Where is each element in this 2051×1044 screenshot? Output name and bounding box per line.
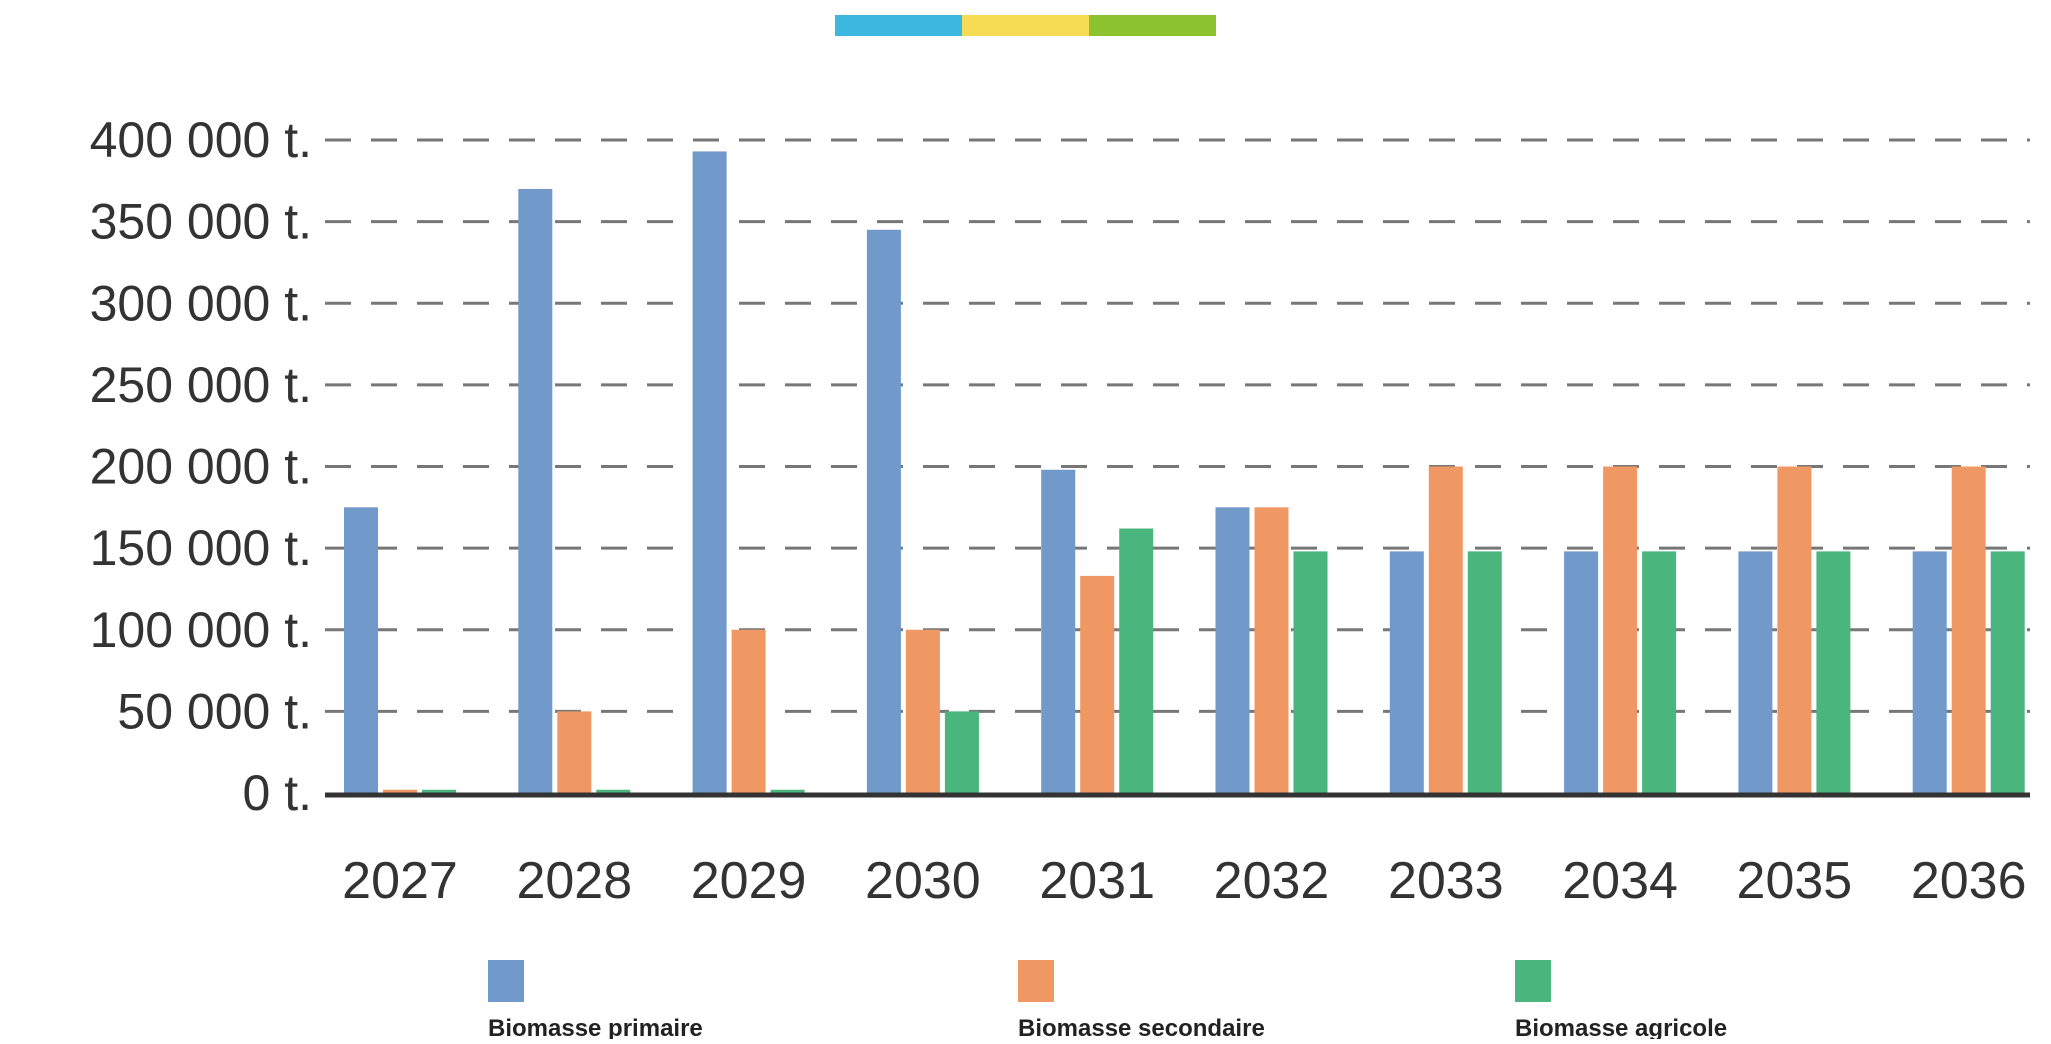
y-tick-label: 100 000 t. (90, 602, 312, 658)
legend-item: Biomasse secondaire (1018, 960, 1265, 1042)
y-axis-ticks: 0 t. 50 000 t. 100 000 t. 150 000 t. 200 000… (90, 112, 312, 821)
y-tick-label: 250 000 t. (90, 357, 312, 413)
gridlines (325, 138, 2030, 713)
bar (1428, 466, 1463, 793)
bar (1816, 551, 1851, 793)
bar (1293, 551, 1328, 793)
legend-label: Biomasse agricole (1515, 1015, 1727, 1039)
bar (383, 789, 417, 793)
bar (1990, 551, 2025, 793)
x-tick-label: 2027 (342, 852, 458, 910)
top-bar-segment (962, 15, 1089, 36)
x-tick-label: 2035 (1737, 852, 1853, 910)
y-tick-label: 50 000 t. (117, 683, 312, 739)
bar (422, 789, 456, 793)
y-tick-label: 300 000 t. (90, 275, 312, 331)
x-tick-label: 2032 (1214, 852, 1330, 910)
bar (1041, 469, 1076, 793)
bar (1912, 551, 1947, 793)
bar (557, 711, 592, 793)
top-bar-segment (1089, 15, 1216, 36)
bar (1564, 551, 1599, 793)
bar (1119, 528, 1154, 793)
bar (1777, 466, 1812, 793)
y-tick-label: 150 000 t. (90, 520, 312, 576)
top-bar-segment (835, 15, 962, 36)
bar (344, 507, 378, 793)
top-color-bar (835, 15, 1216, 36)
bar (1389, 551, 1424, 793)
bar (1467, 551, 1502, 793)
bar (1254, 507, 1289, 793)
x-tick-label: 2030 (865, 852, 981, 910)
bar (692, 151, 727, 794)
legend-swatch (1018, 960, 1054, 1002)
bar (1951, 466, 1986, 793)
x-tick-label: 2036 (1911, 852, 2027, 910)
x-tick-label: 2033 (1388, 852, 1504, 910)
bars (344, 151, 2025, 794)
bar (1215, 507, 1250, 793)
legend: Biomasse primaire Biomasse secondaire Biom… (488, 960, 1727, 1042)
bar (1080, 575, 1115, 793)
y-tick-label: 0 t. (243, 765, 312, 821)
bar (1642, 551, 1677, 793)
legend-label: Biomasse primaire (488, 1015, 703, 1039)
legend-item: Biomasse agricole (1515, 960, 1727, 1042)
bar (905, 629, 940, 793)
bar (944, 711, 979, 793)
legend-swatch (1515, 960, 1551, 1002)
bar (770, 789, 805, 793)
legend-swatch (488, 960, 524, 1002)
bar (518, 188, 553, 794)
y-tick-label: 350 000 t. (90, 194, 312, 250)
legend-label: Biomasse secondaire (1018, 1015, 1265, 1039)
x-tick-label: 2029 (691, 852, 807, 910)
x-axis-labels: 2027 2028 2029 2030 2031 2032 2033 2034 2035 2036 (342, 852, 2026, 910)
bar (866, 229, 901, 794)
x-tick-label: 2028 (516, 852, 632, 910)
x-tick-label: 2034 (1562, 852, 1678, 910)
bar (596, 789, 631, 793)
bar (1738, 551, 1773, 793)
legend-item: Biomasse primaire (488, 960, 703, 1042)
y-tick-label: 400 000 t. (90, 112, 312, 168)
x-tick-label: 2031 (1039, 852, 1155, 910)
y-tick-label: 200 000 t. (90, 439, 312, 495)
bar (731, 629, 766, 793)
bar (1603, 466, 1638, 793)
